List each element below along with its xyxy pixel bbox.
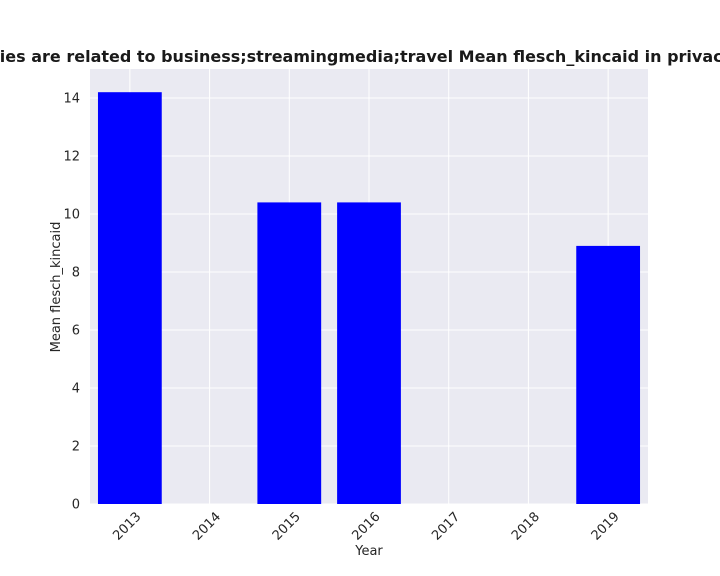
y-tick-label: 0 bbox=[72, 498, 80, 513]
y-tick-label: 8 bbox=[72, 266, 80, 281]
y-tick-label: 12 bbox=[63, 150, 80, 165]
x-tick-label: 2013 bbox=[110, 510, 144, 544]
bar-2019 bbox=[576, 245, 641, 504]
bar-2015 bbox=[257, 202, 322, 504]
y-tick-label: 10 bbox=[63, 208, 80, 223]
y-tick-label: 4 bbox=[72, 382, 80, 397]
x-axis-label: Year bbox=[354, 544, 383, 559]
x-axis-ticks: 2013 2014 2015 2016 2017 2018 2019 bbox=[110, 510, 622, 544]
bars bbox=[97, 92, 641, 504]
bar-2016 bbox=[337, 202, 401, 504]
x-tick-label: 2016 bbox=[350, 510, 384, 544]
y-tick-label: 6 bbox=[72, 324, 80, 339]
x-tick-label: 2015 bbox=[270, 510, 304, 544]
y-axis-ticks: 0 2 4 6 8 10 12 14 bbox=[63, 92, 80, 513]
x-tick-label: 2017 bbox=[429, 510, 463, 544]
chart-title: ategories are related to business;stream… bbox=[0, 47, 720, 66]
y-tick-label: 14 bbox=[63, 92, 80, 107]
y-axis-label: Mean flesch_kincaid bbox=[49, 222, 64, 353]
x-tick-label: 2014 bbox=[190, 510, 224, 544]
bar-2013 bbox=[97, 92, 162, 504]
x-tick-label: 2018 bbox=[509, 510, 543, 544]
x-tick-label: 2019 bbox=[589, 510, 623, 544]
y-tick-label: 2 bbox=[72, 440, 80, 455]
